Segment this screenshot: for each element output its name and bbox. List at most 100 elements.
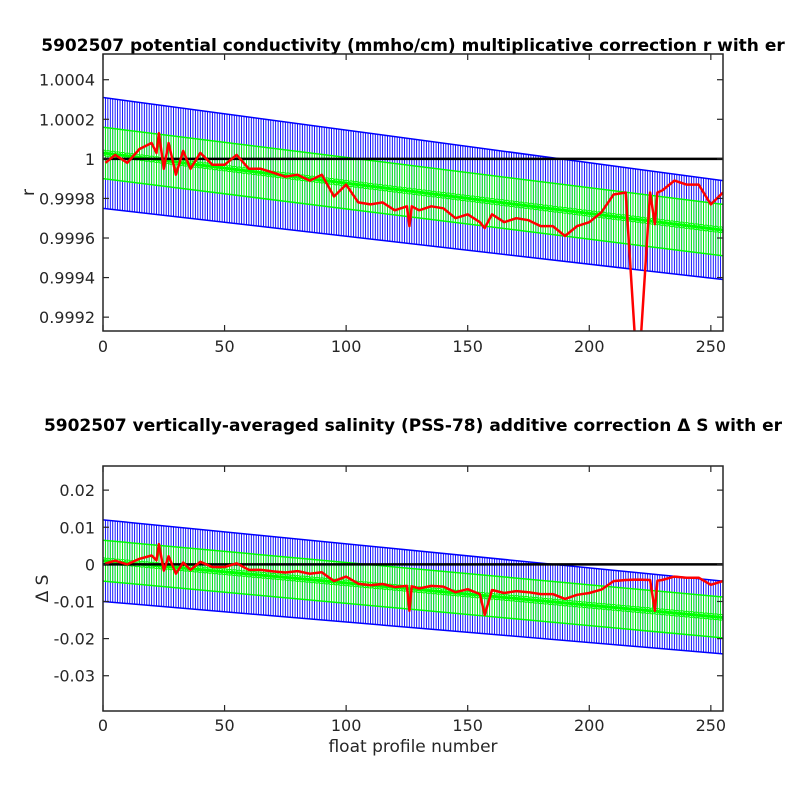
chart-panel-1: 5902507 potential conductivity (mmho/cm)… [19,36,785,356]
fit-marker [507,200,515,208]
y-axis-label: Δ S [33,575,53,603]
fit-marker [366,182,374,190]
fit-marker [644,607,652,615]
x-tick-label: 200 [574,337,605,356]
fit-marker [614,604,622,612]
fit-marker [692,223,700,231]
fit-marker [133,153,141,161]
fit-marker [478,196,486,204]
fit-marker [405,187,413,195]
fit-line [103,559,723,619]
fit-marker [600,211,608,219]
y-tick-label: 0 [85,555,95,574]
fit-marker [692,611,700,619]
x-tick-label: 200 [574,716,605,735]
plot-area [103,519,723,655]
fit-marker [196,161,204,169]
fit-marker [595,211,603,219]
fit-marker [614,213,622,221]
axes-box [102,465,724,712]
fit-marker [410,188,418,196]
fit-marker [624,605,632,613]
blue-error-bars-upper-edge [103,519,723,582]
fit-marker [532,203,540,211]
fit-marker [279,573,287,581]
fit-marker [435,191,443,199]
fit-marker [464,590,472,598]
fit-marker [255,571,263,579]
fit-marker [439,588,447,596]
fit-marker [488,197,496,205]
y-tick-label: 1.0002 [39,110,95,129]
fit-marker [712,613,720,621]
fit-marker [221,568,229,576]
fit-marker [430,587,438,595]
fit-marker [717,226,723,234]
fit-marker [225,568,233,576]
y-tick-label: 0.9994 [39,269,95,288]
fit-marker [683,222,691,230]
fit-marker [590,602,598,610]
fit-marker [201,566,209,574]
fit-marker [678,610,686,618]
fit-marker [566,599,574,607]
fit-marker [328,177,336,185]
fit-marker [473,196,481,204]
fit-marker [546,205,554,213]
x-tick-label: 0 [98,337,108,356]
fit-marker [512,200,520,208]
fit-marker [512,595,520,603]
fit-marker [103,557,107,565]
fit-marker [391,185,399,193]
x-tick-label: 250 [696,337,727,356]
fit-marker [289,574,297,582]
fit-marker [303,575,311,583]
y-tick-label: 0.9998 [39,189,95,208]
fit-marker [449,193,457,201]
blue-error-bars-lower-edge [103,600,723,655]
fit-marker [201,162,209,170]
green-error-bars-lower-edge [103,177,723,257]
fit-marker [668,220,676,228]
fit-marker [619,604,627,612]
fit-marker [415,586,423,594]
fit-marker [259,571,267,579]
fit-marker [556,599,564,607]
fit-marker [435,587,443,595]
fit-marker [556,206,564,214]
fit-marker [576,208,584,216]
fit-marker [298,575,306,583]
fit-marker [454,193,462,201]
fit-marker [376,183,384,191]
fit-marker [683,610,691,618]
chart-panel-2: 5902507 vertically-averaged salinity (PS… [33,416,783,757]
fit-marker [318,577,326,585]
fit-marker [371,183,379,191]
fit-marker [634,216,642,224]
fit-marker [629,215,637,223]
fit-marker [415,188,423,196]
fit-marker [551,598,559,606]
fit-marker [240,166,248,174]
fit-marker [546,598,554,606]
y-tick-label: 0.01 [59,518,95,537]
fit-marker [702,612,710,620]
x-tick-label: 250 [696,716,727,735]
fit-marker [707,225,715,233]
fit-marker [459,194,467,202]
correction-line [104,131,723,331]
fit-marker [561,206,569,214]
fit-marker [595,602,603,610]
fit-marker [658,219,666,227]
fit-marker [542,597,550,605]
fit-marker [464,194,472,202]
fit-marker [352,180,360,188]
fit-marker [425,189,433,197]
fit-marker [571,208,579,216]
fit-marker [527,596,535,604]
fit-marker [400,186,408,194]
fit-marker [444,192,452,200]
fit-marker [503,594,511,602]
fit-marker [712,225,720,233]
